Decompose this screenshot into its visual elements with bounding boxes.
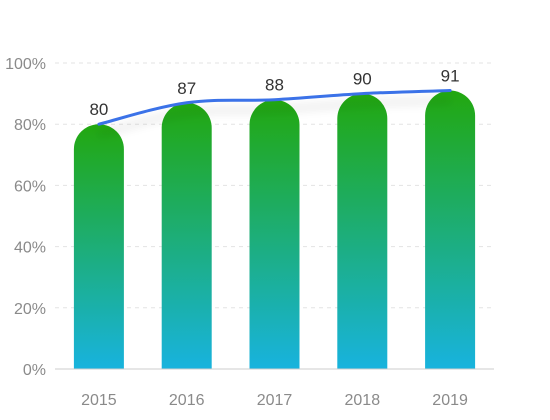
- bar-2015: [73, 124, 124, 369]
- y-tick-label: 0%: [23, 362, 46, 379]
- data-label-2015: 80: [89, 100, 108, 119]
- trend-line-path: [97, 89, 452, 126]
- x-tick-label: 2015: [81, 392, 117, 409]
- bar-2017: [249, 99, 300, 369]
- bar-2016: [161, 102, 212, 370]
- y-tick-label: 60%: [14, 178, 46, 195]
- bar-2019: [425, 90, 476, 369]
- bars: [73, 90, 476, 370]
- y-axis-ticks: 0% 20% 40% 60% 80% 100%: [5, 56, 46, 379]
- x-tick-label: 2018: [345, 392, 381, 409]
- data-labels: 80 87 88 90 91: [89, 67, 459, 120]
- y-tick-label: 80%: [14, 117, 46, 134]
- x-axis-ticks: 2015 2016 2017 2018 2019: [81, 392, 468, 409]
- y-tick-label: 20%: [14, 301, 46, 318]
- y-tick-label: 100%: [5, 56, 46, 73]
- data-label-2017: 88: [265, 76, 284, 95]
- x-tick-label: 2016: [169, 392, 205, 409]
- data-label-2016: 87: [177, 79, 196, 98]
- x-tick-label: 2017: [257, 392, 293, 409]
- data-label-2018: 90: [353, 70, 372, 89]
- y-tick-label: 40%: [14, 240, 46, 257]
- x-tick-label: 2019: [432, 392, 468, 409]
- bar-2018: [337, 93, 388, 369]
- trend-line: [97, 89, 452, 126]
- data-label-2019: 91: [441, 67, 460, 86]
